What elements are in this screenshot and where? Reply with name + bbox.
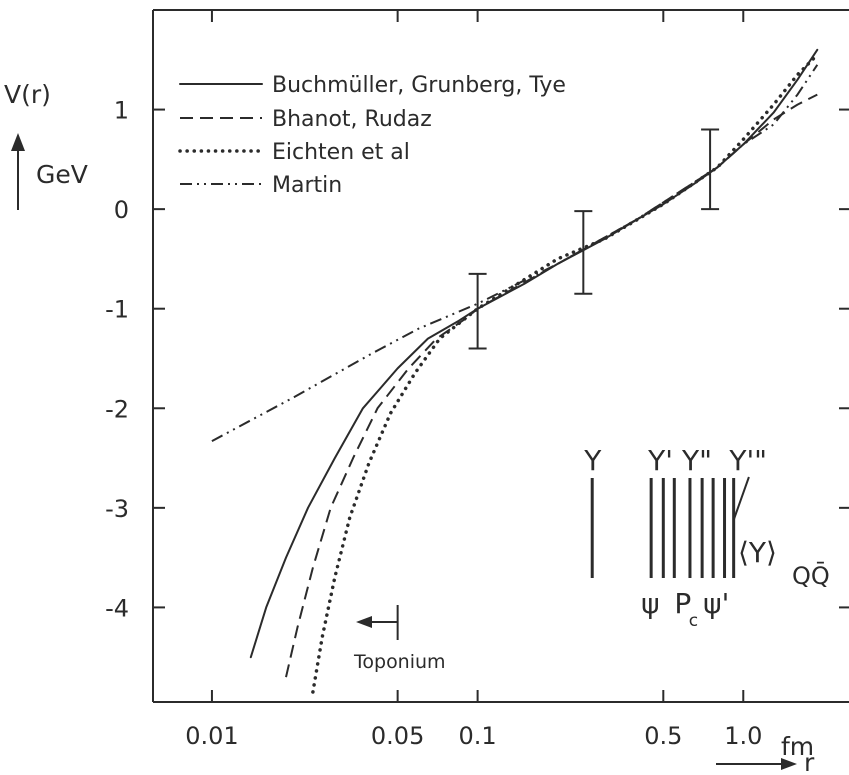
level-bottom-label: c — [689, 611, 698, 631]
level-diagram: Toponium Υ Υ' Υ" Υ'" ψ Pcψ' ⟨Υ⟩ QQ̄ — [353, 444, 830, 673]
x-tick-label: 1.0 — [724, 722, 762, 750]
x-tick-label: 0.01 — [185, 722, 238, 750]
series-dotted-curve — [311, 53, 820, 694]
y-axis-arrowhead — [11, 133, 25, 151]
legend-label: Bhanot, Rudaz — [272, 107, 432, 132]
x-tick-label: 0.05 — [371, 722, 424, 750]
plot-frame: 0.01 0.05 0.1 0.5 1.0 1 0 -1 -2 -3 -4 — [105, 9, 849, 750]
toponium-arrowhead — [356, 616, 372, 628]
y-tick-label: -2 — [105, 395, 129, 423]
legend: Buchmüller, Grunberg, Tye Bhanot, Rudaz Ei… — [178, 73, 566, 198]
legend-label: Eichten et al — [272, 140, 410, 165]
axis-labels: V(r) GeV fm r — [4, 80, 815, 775]
legend-label: Buchmüller, Grunberg, Tye — [272, 73, 566, 98]
x-axis-arrowhead — [781, 758, 797, 770]
level-connector — [732, 476, 750, 521]
level-top-label: Υ — [583, 444, 602, 477]
series-dashed-curve — [285, 93, 818, 678]
x-axis-label: r — [804, 748, 815, 775]
y-axis-label: V(r) — [4, 80, 51, 109]
y-tick-label: 0 — [114, 196, 129, 224]
plot-curves — [211, 48, 820, 694]
level-top-label: Υ' — [647, 444, 673, 477]
legend-label: Martin — [272, 173, 342, 198]
x-tick-label: 0.1 — [459, 722, 497, 750]
y-tick-label: -1 — [105, 296, 129, 324]
series-dashdot-curve — [211, 64, 819, 442]
level-side-label: ⟨Υ⟩ — [738, 536, 777, 569]
level-top-label: Υ" — [681, 444, 712, 477]
y-tick-label: -4 — [105, 594, 129, 622]
x-tick-label: 0.5 — [644, 722, 682, 750]
level-side-subscript: QQ̄ — [792, 561, 830, 590]
level-top-label: Υ'" — [728, 444, 767, 477]
level-bottom-label: ψ' — [703, 587, 729, 620]
x-axis-unit: fm — [781, 732, 814, 761]
error-bars — [468, 128, 720, 350]
y-tick-label: -3 — [105, 495, 129, 523]
y-axis-unit: GeV — [36, 160, 88, 189]
level-bottom-label: ψ — [641, 587, 659, 620]
toponium-label: Toponium — [353, 651, 446, 673]
level-bottom-label: P — [674, 587, 691, 620]
y-tick-label: 1 — [114, 97, 129, 125]
